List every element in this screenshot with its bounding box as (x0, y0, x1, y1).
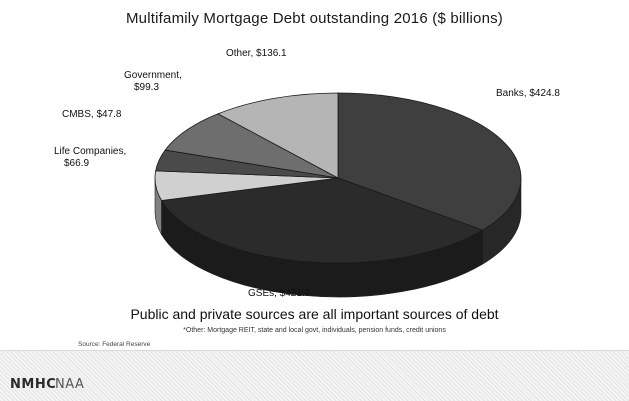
data-label-government: Government, $99.3 (124, 70, 182, 93)
slide-subtitle: Public and private sources are all impor… (130, 306, 499, 322)
source-note: Source: Federal Reserve (78, 341, 151, 348)
nmhc-logo: NMHC (10, 377, 57, 392)
data-label-gses: GSEs, $421.7 (248, 288, 311, 299)
footnote: *Other: Mortgage REIT, state and local g… (183, 327, 446, 334)
data-label-other: Other, $136.1 (226, 48, 287, 59)
pie-tops (154, 92, 522, 264)
pie-slice-banks (337, 92, 522, 231)
pie-slice-other (217, 92, 339, 179)
data-label-life-companies: Life Companies, $66.9 (54, 146, 126, 169)
footer-band (0, 350, 629, 401)
data-label-cmbs: CMBS, $47.8 (62, 109, 122, 120)
pie-slice-gses (160, 177, 484, 264)
pie-slice-government (164, 113, 339, 179)
chart-title: Multifamily Mortgage Debt outstanding 20… (125, 10, 504, 27)
pie-labels: Banks, $424.8 GSEs, $421.7 Life Companies,… (54, 48, 560, 299)
data-label-banks: Banks, $424.8 (496, 88, 560, 99)
naa-logo: NAA (55, 377, 85, 392)
